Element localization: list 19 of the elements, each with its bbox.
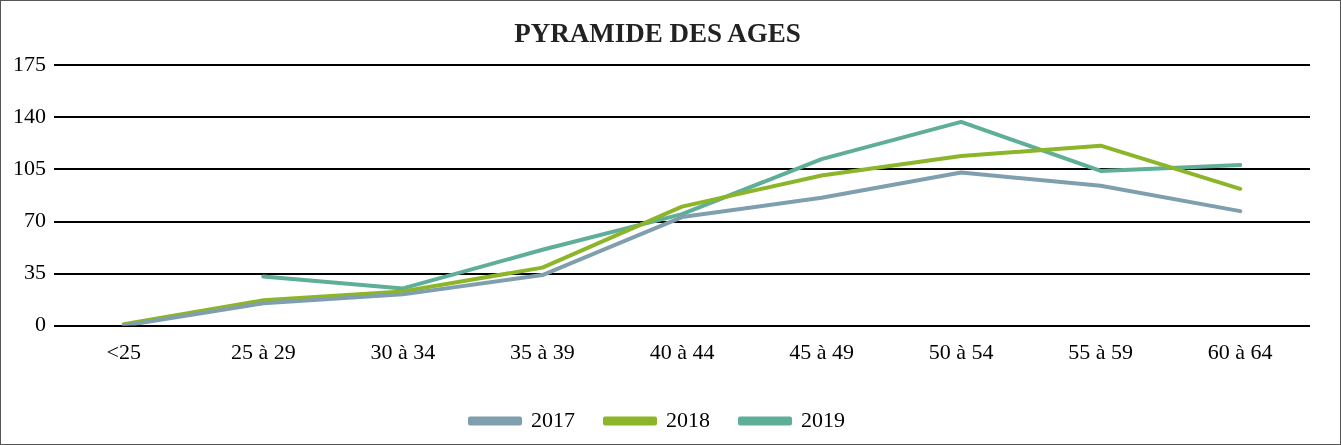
x-tick-label: 25 à 29: [230, 338, 296, 364]
legend-label: 2018: [666, 406, 710, 432]
x-tick-label: 55 à 59: [1068, 338, 1134, 364]
x-tick-label: 50 à 54: [928, 338, 994, 364]
x-tick-label: 30 à 34: [370, 338, 436, 364]
x-tick-label: 60 à 64: [1207, 338, 1273, 364]
y-tick-label: 175: [13, 51, 46, 77]
y-tick-label: 70: [24, 207, 46, 233]
x-tick-label: 45 à 49: [789, 338, 854, 364]
x-tick-label: <25: [106, 338, 141, 364]
y-tick-label: 105: [13, 155, 46, 181]
y-tick-label: 0: [35, 311, 46, 337]
chart-title: PYRAMIDE DES AGES: [514, 18, 801, 49]
y-tick-label: 140: [13, 103, 46, 129]
legend-label: 2019: [801, 406, 845, 432]
x-tick-label: 40 à 44: [649, 338, 715, 364]
y-tick-label: 35: [24, 259, 46, 285]
x-tick-label: 35 à 39: [510, 338, 575, 364]
legend-label: 2017: [531, 406, 575, 432]
